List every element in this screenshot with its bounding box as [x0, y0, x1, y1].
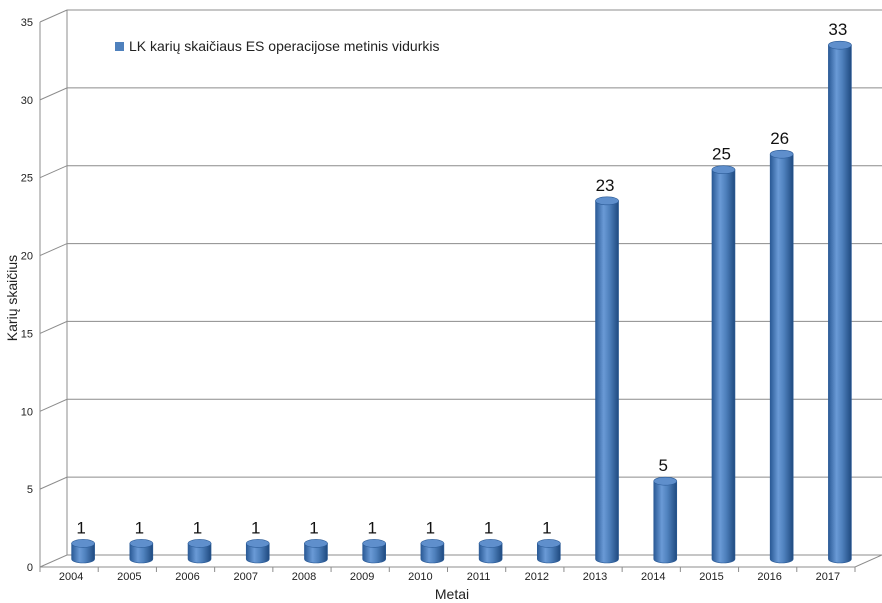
bar-body — [362, 543, 386, 564]
bar — [362, 539, 386, 564]
bar — [537, 539, 561, 564]
bar-body — [769, 153, 794, 564]
y-tick-label: 20 — [21, 251, 33, 263]
y-tick-label: 5 — [27, 484, 33, 496]
bar-body — [420, 543, 445, 564]
bar-body — [187, 543, 212, 564]
gridline — [39, 398, 882, 412]
bar-top — [420, 539, 445, 548]
x-tick-label: 2004 — [59, 571, 83, 583]
gridline — [39, 9, 882, 23]
bar-body — [537, 543, 561, 564]
data-label: 1 — [367, 518, 376, 537]
bar — [129, 539, 154, 564]
bar-body — [711, 169, 736, 564]
bar — [245, 539, 270, 564]
bar-top — [187, 539, 212, 548]
bar-top — [711, 165, 736, 175]
data-label: 33 — [828, 20, 847, 39]
bar-top — [769, 149, 794, 159]
gridline — [39, 320, 882, 334]
x-axis-line — [40, 554, 882, 568]
data-label: 23 — [596, 176, 615, 195]
bar-body — [245, 543, 270, 564]
legend: LK karių skaičiaus ES operacijose metini… — [115, 38, 439, 54]
bar — [769, 149, 794, 564]
data-label: 1 — [76, 518, 85, 537]
data-label: 26 — [770, 129, 789, 148]
x-axis-title: Metai — [435, 586, 469, 602]
bar-body — [304, 543, 328, 564]
bar-body — [595, 200, 619, 564]
bar-top — [537, 539, 561, 548]
bar — [304, 539, 328, 564]
x-tick-label: 2014 — [641, 571, 665, 583]
legend-label: LK karių skaičiaus ES operacijose metini… — [129, 38, 439, 54]
y-tick-label: 30 — [21, 95, 33, 107]
x-tick-label: 2013 — [583, 571, 607, 583]
x-tick-label: 2008 — [292, 571, 316, 583]
y-tick-label: 25 — [21, 173, 33, 185]
bar-top — [828, 40, 852, 50]
y-tick-labels: 0 5 10 15 20 25 30 35 — [21, 17, 33, 574]
legend-swatch — [115, 42, 124, 51]
bar-top — [129, 539, 154, 548]
x-tick-label: 2007 — [234, 571, 258, 583]
y-tick-label: 15 — [21, 328, 33, 340]
x-tick-label: 2006 — [175, 571, 199, 583]
bar — [711, 165, 736, 564]
bar — [478, 539, 503, 564]
bar-top — [478, 539, 503, 548]
bar-top — [304, 539, 328, 548]
bar — [595, 196, 619, 564]
data-label: 1 — [135, 518, 144, 537]
bar — [828, 40, 852, 564]
bar-body — [653, 480, 678, 564]
gridline — [39, 554, 882, 568]
x-tick-label: 2012 — [525, 571, 549, 583]
x-tick-label: 2009 — [350, 571, 374, 583]
x-tick-label: 2017 — [816, 571, 840, 583]
y-tick-label: 10 — [21, 406, 33, 418]
gridline — [39, 165, 882, 179]
bar-top — [653, 476, 678, 486]
bar-body — [71, 543, 95, 564]
data-label: 1 — [309, 518, 318, 537]
bar-top — [71, 539, 95, 548]
bar-body — [828, 44, 852, 564]
data-labels: 1 1 1 1 1 1 1 1 1 23 5 25 26 33 — [76, 20, 847, 537]
y-axis-title: Karių skaičius — [4, 255, 20, 341]
bars — [71, 40, 852, 564]
x-tick-label: 2015 — [699, 571, 723, 583]
bar-body — [129, 543, 154, 564]
x-tick-label: 2011 — [467, 571, 491, 583]
bar-top — [362, 539, 386, 548]
x-tick-label: 2016 — [757, 571, 781, 583]
y-tick-label: 0 — [27, 562, 33, 574]
bar-top — [595, 196, 619, 206]
x-tick-labels: 2004 2005 2006 2007 2008 2009 2010 2011 2012 2013… — [59, 571, 840, 583]
data-label: 1 — [426, 518, 435, 537]
data-label: 25 — [712, 145, 731, 164]
bar — [71, 539, 95, 564]
bar-top — [245, 539, 270, 548]
y-tick-label: 35 — [21, 17, 33, 29]
gridlines — [39, 9, 882, 568]
data-label: 1 — [251, 518, 260, 537]
bar — [187, 539, 212, 564]
data-label: 5 — [659, 456, 668, 475]
x-tick-label: 2005 — [117, 571, 141, 583]
data-label: 1 — [484, 518, 493, 537]
x-tick-label: 2010 — [408, 571, 432, 583]
bar — [420, 539, 445, 564]
bar-body — [478, 543, 503, 564]
gridline — [39, 476, 882, 490]
data-label: 1 — [193, 518, 202, 537]
gridline — [39, 87, 882, 101]
data-label: 1 — [542, 518, 551, 537]
gridline — [39, 243, 882, 257]
bar — [653, 476, 678, 564]
axes — [39, 10, 882, 572]
